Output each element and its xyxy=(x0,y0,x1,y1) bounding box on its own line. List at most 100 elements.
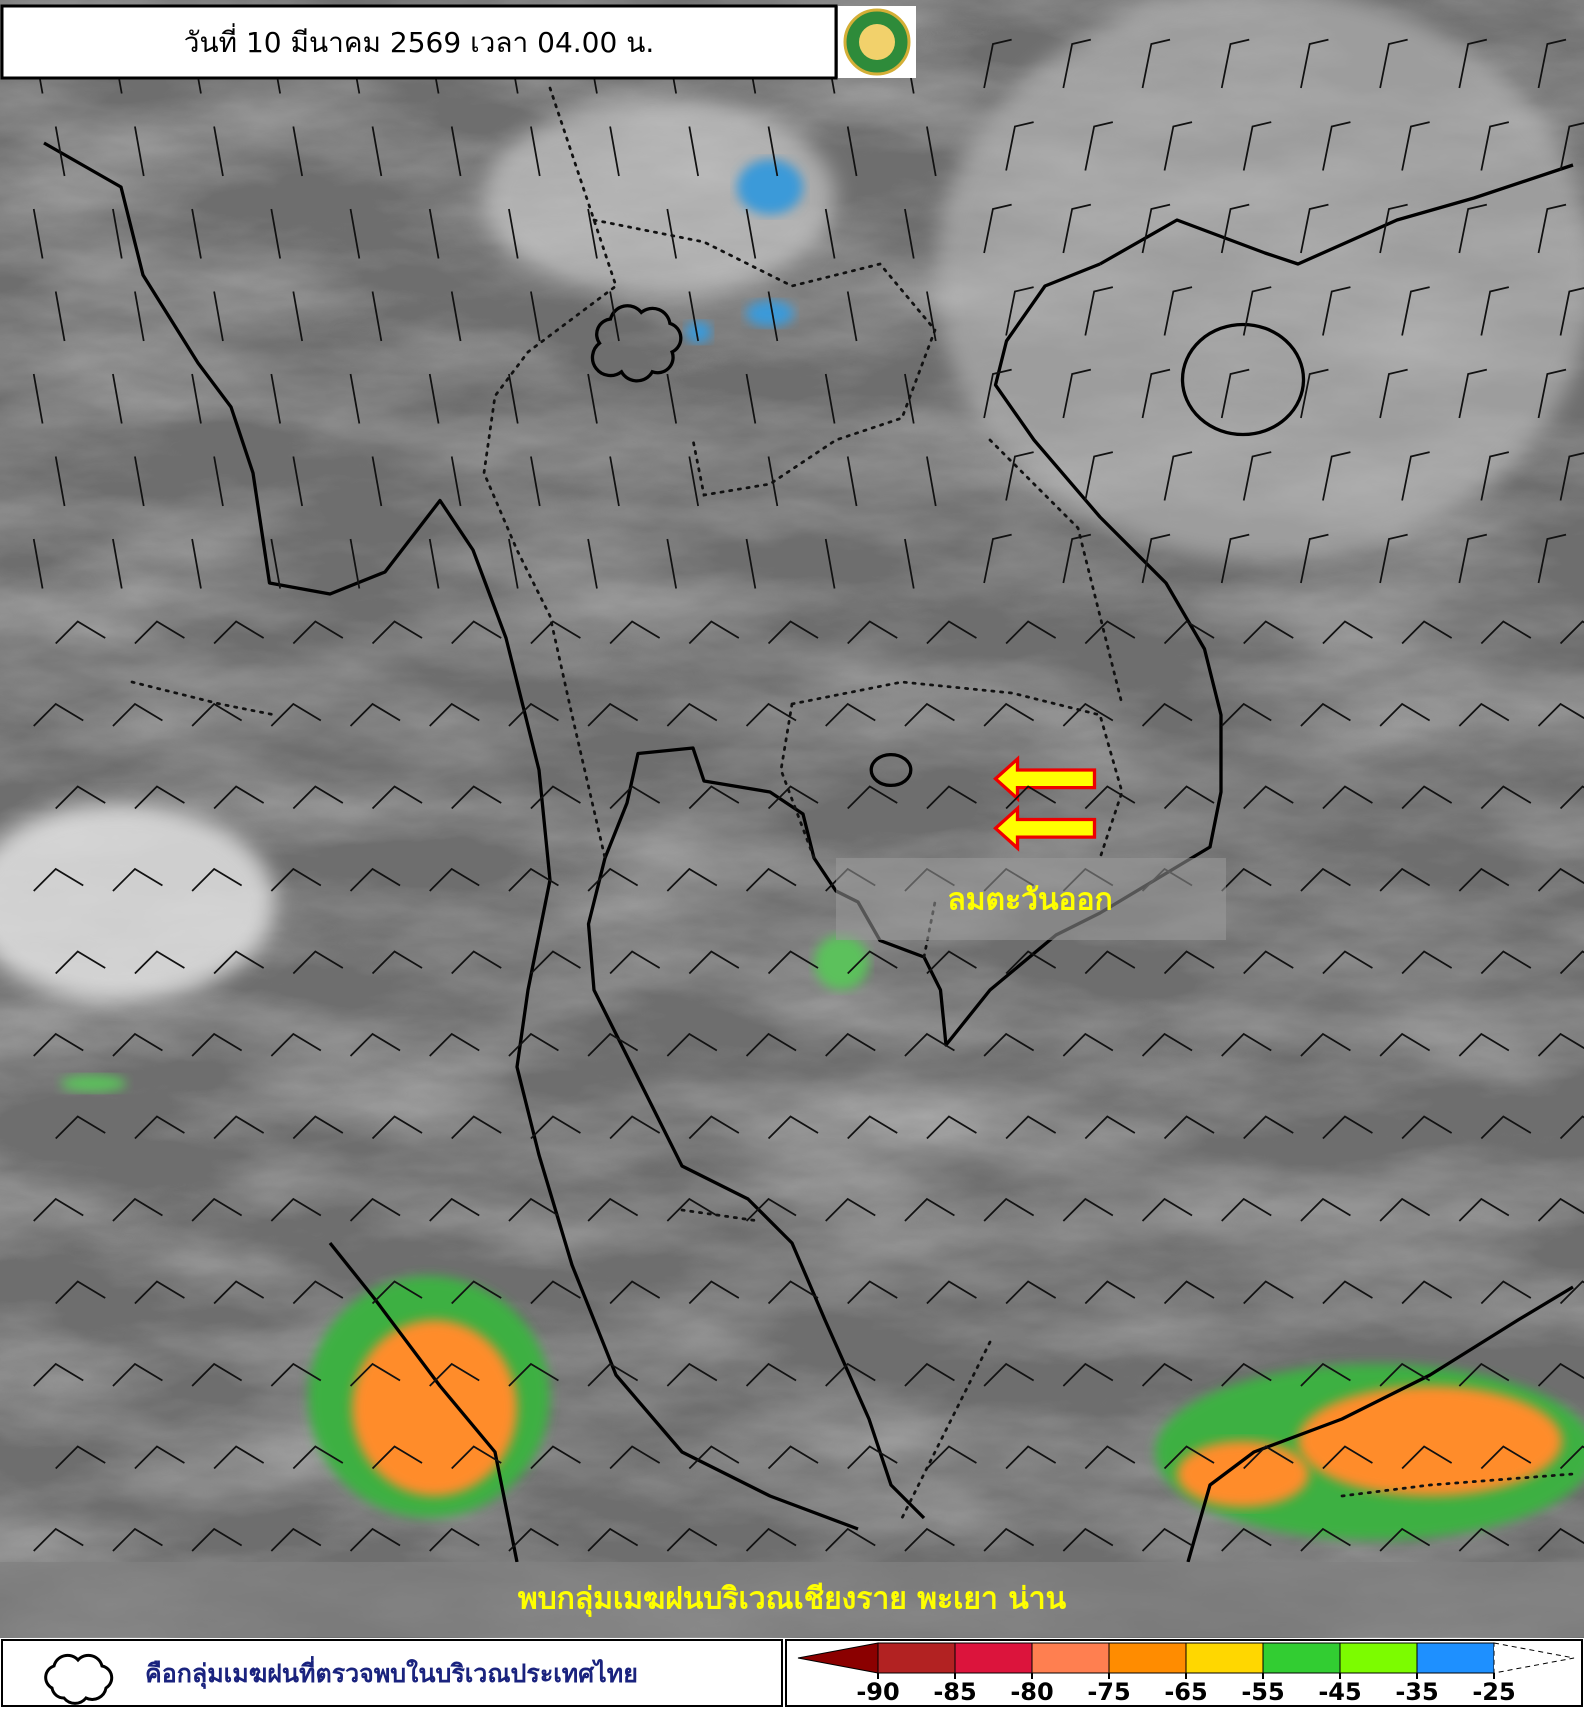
wind-barb xyxy=(1005,286,1034,336)
wind-barb xyxy=(450,456,462,507)
wind-barb xyxy=(270,538,282,589)
wind-barb xyxy=(191,538,202,589)
wind-barb xyxy=(1300,1527,1351,1552)
wind-barb xyxy=(371,620,423,645)
wind-barb xyxy=(349,867,401,892)
wind-barb xyxy=(1401,620,1453,645)
wind-barb xyxy=(371,785,423,810)
wind-barb xyxy=(112,702,163,727)
wind-barb xyxy=(530,1115,581,1140)
wind-barb xyxy=(451,950,502,975)
wind-barb xyxy=(508,538,519,589)
wind-barb xyxy=(32,208,44,259)
wind-barb xyxy=(508,373,519,424)
colorbar-tick-label: -35 xyxy=(1395,1678,1438,1706)
wind-barb xyxy=(1243,1280,1294,1305)
colorbar-segment xyxy=(1108,1642,1187,1674)
wind-barb xyxy=(292,1445,344,1470)
wind-barb xyxy=(1401,1115,1453,1140)
wind-barb xyxy=(191,208,202,259)
wind-barb xyxy=(1300,1032,1351,1057)
wind-barb xyxy=(666,1197,718,1222)
wind-barb xyxy=(371,950,423,975)
wind-barb xyxy=(1379,1362,1431,1387)
wind-barb xyxy=(1537,1527,1584,1552)
wind-barb xyxy=(54,456,66,507)
wind-barb xyxy=(1243,620,1294,645)
wind-barb xyxy=(609,620,661,645)
wind-barb xyxy=(55,1280,106,1305)
wind-barb xyxy=(1322,1280,1373,1305)
wind-barb xyxy=(1537,867,1584,892)
wind-barb xyxy=(213,785,265,810)
rain-cloud xyxy=(685,321,712,344)
wind-barb xyxy=(191,867,243,892)
cloud-symbol xyxy=(44,1653,114,1705)
wind-barb xyxy=(1062,203,1092,254)
wind-barb xyxy=(1005,121,1034,171)
colorbar-tick-label: -65 xyxy=(1164,1678,1207,1706)
wind-barb xyxy=(292,126,304,177)
wind-barb xyxy=(983,1032,1035,1057)
wind-barb xyxy=(1163,451,1193,501)
wind-barb xyxy=(1379,702,1431,727)
wind-barb xyxy=(1084,1445,1136,1470)
wind-barb xyxy=(530,950,581,975)
wind-barb xyxy=(983,203,1012,254)
colorbar: -90 -85 -80 -75 -65 -55 -45 -35 -25 xyxy=(797,1642,1575,1706)
wind-barb xyxy=(213,291,224,342)
wind-barb xyxy=(745,1362,797,1387)
wind-barb xyxy=(904,538,915,589)
wind-barb xyxy=(33,1197,84,1222)
wind-barb xyxy=(349,1197,401,1222)
wind-barb xyxy=(429,1197,480,1222)
wind-barb xyxy=(1084,286,1114,336)
wind-barb xyxy=(983,368,1012,419)
wind-barb xyxy=(1322,785,1373,810)
wind-barb xyxy=(587,1527,639,1552)
wind-barb xyxy=(371,1115,423,1140)
wind-barb xyxy=(1559,452,1584,501)
cloud-area xyxy=(935,0,1584,561)
wind-barb xyxy=(1537,533,1567,584)
wind-barb xyxy=(530,1445,581,1470)
wind-barb xyxy=(767,785,819,810)
wind-barb xyxy=(1084,785,1136,810)
wind-barb xyxy=(745,1527,797,1552)
wind-barb xyxy=(1537,1032,1584,1057)
wind-barb xyxy=(1458,203,1488,254)
wind-barb xyxy=(1062,1032,1114,1057)
wind-barb xyxy=(1300,1197,1351,1222)
wind-arrows xyxy=(993,755,1097,852)
wind-barb xyxy=(688,1280,740,1305)
wind-barb xyxy=(767,620,819,645)
wind-barb xyxy=(54,126,66,177)
wind-barb xyxy=(55,620,106,645)
cloud-area xyxy=(0,803,275,1001)
wind-barb xyxy=(32,538,44,589)
wind-barb xyxy=(1401,950,1453,975)
wind-barb xyxy=(451,1280,502,1305)
wind-barb xyxy=(904,1032,955,1057)
wind-barb xyxy=(767,291,779,342)
wind-barb xyxy=(926,126,937,177)
wind-barb xyxy=(1242,451,1272,501)
wind-barb xyxy=(1559,122,1584,171)
wind-barb xyxy=(1220,38,1250,89)
colorbar-tick-label: -55 xyxy=(1241,1678,1284,1706)
wind-barb xyxy=(1537,702,1584,727)
wind-barb xyxy=(1163,1445,1215,1470)
wind-barb xyxy=(292,1280,344,1305)
wind-barb xyxy=(1005,620,1057,645)
wind-barb xyxy=(54,291,66,342)
wind-barb xyxy=(1537,368,1567,419)
cloud-area xyxy=(484,99,836,297)
wind-barb xyxy=(609,1115,661,1140)
wind-barb xyxy=(825,1032,876,1057)
coastline xyxy=(1186,1285,1574,1563)
wind-barb xyxy=(824,373,836,424)
wind-barb xyxy=(1379,368,1408,419)
wind-barb xyxy=(371,126,383,177)
